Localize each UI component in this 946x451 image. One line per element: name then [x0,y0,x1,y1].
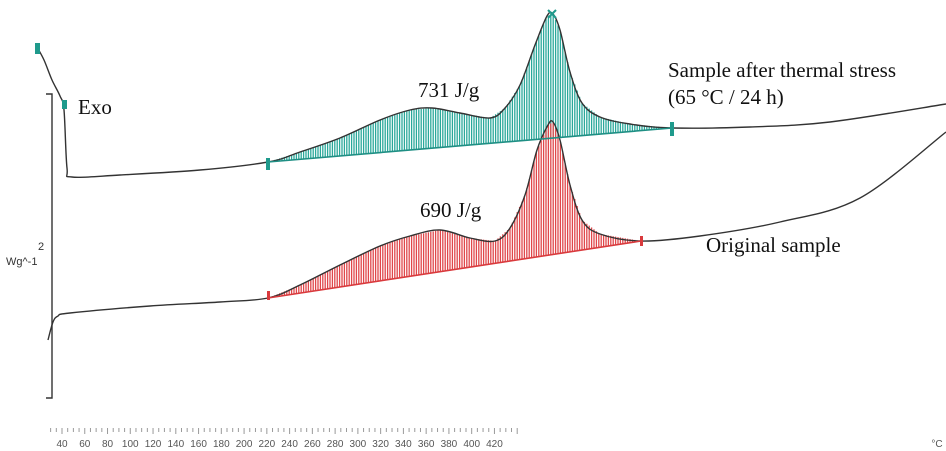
x-tick-label: 140 [167,439,184,450]
lower-enthalpy-label: 690 J/g [420,198,482,222]
upper-peak-marker [547,9,557,19]
y-scale-bar [46,93,53,399]
exo-marker [62,100,67,109]
x-tick-label: 180 [213,439,230,450]
lower-curve-line [47,119,946,341]
x-tick-label: 240 [281,439,298,450]
upper-baseline [267,127,673,163]
upper-series-label-line1: Sample after thermal stress [668,58,896,82]
lower-series-label: Original sample [706,233,841,257]
x-tick-label: 420 [486,439,503,450]
x-axis: 40 60 80 100 120 140 160 180 200 220 240 260 280 300 3… [50,428,943,450]
x-tick-label: 200 [236,439,253,450]
x-tick-label: 80 [102,439,114,450]
x-tick-label: 160 [190,439,207,450]
exo-label: Exo [78,95,112,119]
x-tick-label: 40 [56,439,68,450]
x-tick-label: 320 [372,439,389,450]
upper-series-label-line2: (65 °C / 24 h) [668,85,784,109]
x-tick-label: 280 [327,439,344,450]
x-tick-label: 380 [441,439,458,450]
x-tick-label: 220 [258,439,275,450]
upper-limit-marker-right [670,122,674,136]
x-axis-unit: °C [931,439,942,450]
scale-bar-value: 2 [38,241,44,253]
x-tick-label: 360 [418,439,435,450]
upper-peak-fill [269,14,672,162]
x-tick-label: 400 [463,439,480,450]
upper-enthalpy-label: 731 J/g [418,78,480,102]
lower-baseline [267,240,642,299]
x-tick-label: 340 [395,439,412,450]
scale-bar-unit: Wg^-1 [6,256,37,268]
upper-limit-marker-left [266,158,270,170]
upper-start-marker [35,43,40,54]
x-tick-label: 260 [304,439,321,450]
lower-limit-marker-right [640,236,643,246]
x-tick-label: 300 [350,439,367,450]
x-tick-label: 120 [145,439,162,450]
lower-limit-marker-left [267,291,270,300]
x-tick-label: 60 [79,439,91,450]
upper-curve-line [36,11,946,179]
x-tick-label: 100 [122,439,139,450]
